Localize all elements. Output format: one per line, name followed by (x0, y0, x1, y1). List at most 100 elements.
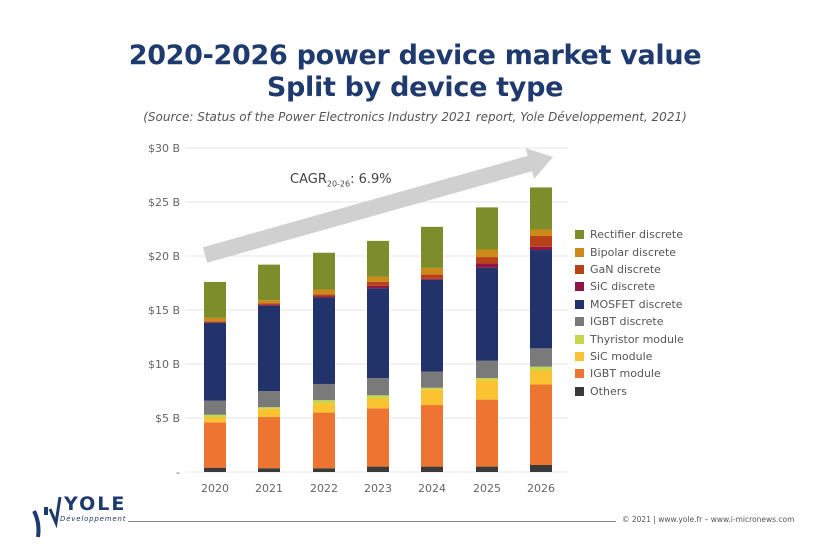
bar-segment-sic-discrete (204, 322, 226, 323)
legend-item: MOSFET discrete (575, 296, 684, 313)
bar-segment-gan-discrete (313, 294, 335, 297)
logo-subtitle: Développement (60, 515, 127, 523)
bar-stack-2024 (421, 226, 443, 472)
legend-swatch (575, 264, 584, 274)
legend: Rectifier discrete Bipolar discrete GaN di… (575, 226, 684, 400)
bar-segment-sic-discrete (530, 246, 552, 251)
bar-segment-bipolar-discrete (367, 276, 389, 282)
bar-segment-sic-discrete (367, 285, 389, 289)
y-tick-label: - (176, 466, 180, 479)
bar-stack-2025 (476, 207, 498, 472)
legend-swatch (575, 386, 584, 396)
x-tick-label: 2020 (201, 482, 229, 495)
bar-segment-igbt-module (204, 422, 226, 468)
legend-label: IGBT module (590, 367, 661, 381)
bar-segment-others (530, 464, 552, 472)
bar-segment-bipolar-discrete (421, 267, 443, 275)
bar-segment-rectifier-discrete (204, 281, 226, 318)
bar-segment-mosfet-discrete (421, 279, 443, 372)
bar-segment-sic-discrete (258, 304, 280, 306)
legend-label: Rectifier discrete (590, 228, 683, 242)
x-tick-label: 2025 (473, 482, 501, 495)
bar-segment-thyristor-module (530, 366, 552, 371)
legend-swatch (575, 299, 584, 309)
bar-segment-others (476, 466, 498, 472)
bar-segment-igbt-module (476, 399, 498, 467)
bar-segment-others (258, 468, 280, 472)
x-tick-label: 2022 (310, 482, 338, 495)
x-tick-label: 2026 (527, 482, 555, 495)
bar-segment-bipolar-discrete (258, 300, 280, 304)
bar-stack-2023 (367, 240, 389, 472)
bar-segment-thyristor-module (421, 387, 443, 390)
bar-segment-gan-discrete (476, 257, 498, 264)
legend-label: Others (590, 384, 627, 398)
legend-swatch (575, 317, 584, 327)
legend-swatch (575, 282, 584, 292)
bar-segment-sic-module (421, 389, 443, 406)
bar-segment-sic-discrete (313, 296, 335, 298)
yole-logo-icon (32, 496, 62, 538)
x-tick-label: 2021 (255, 482, 283, 495)
bar-segment-mosfet-discrete (476, 267, 498, 361)
bar-segment-bipolar-discrete (204, 317, 226, 322)
y-axis-ticks: - $5 B $10 B $15 B $20 B $25 B $30 B (148, 142, 180, 479)
bar-segment-sic-module (476, 380, 498, 400)
bar-segment-rectifier-discrete (530, 187, 552, 230)
bar-segment-rectifier-discrete (258, 264, 280, 301)
legend-item: Bipolar discrete (575, 243, 684, 260)
y-tick-label: $10 B (148, 358, 180, 371)
cagr-arrow-icon (202, 148, 554, 263)
bar-segment-bipolar-discrete (313, 289, 335, 295)
bar-segment-gan-discrete (258, 303, 280, 305)
legend-swatch (575, 334, 584, 344)
legend-label: MOSFET discrete (590, 297, 683, 311)
bar-segment-thyristor-module (313, 400, 335, 404)
bar-segment-igbt-module (313, 412, 335, 469)
bar-segment-bipolar-discrete (530, 229, 552, 237)
legend-label: SiC module (590, 349, 653, 363)
y-tick-label: $30 B (148, 142, 180, 155)
bar-stack-2020 (204, 281, 226, 472)
bar-segment-rectifier-discrete (313, 252, 335, 290)
bar-segment-igbt-discrete (313, 383, 335, 401)
legend-item: IGBT module (575, 365, 684, 382)
bar-segment-mosfet-discrete (204, 322, 226, 401)
bars (204, 187, 552, 472)
y-tick-label: $15 B (148, 304, 180, 317)
bar-segment-gan-discrete (204, 321, 226, 323)
legend-label: SiC discrete (590, 280, 656, 294)
bar-segment-igbt-module (530, 384, 552, 465)
legend-item: IGBT discrete (575, 313, 684, 330)
legend-swatch (575, 351, 584, 361)
bar-segment-igbt-discrete (476, 360, 498, 379)
bar-segment-igbt-module (367, 408, 389, 467)
bar-segment-sic-module (367, 398, 389, 409)
bar-segment-igbt-discrete (421, 371, 443, 388)
cagr-annotation: CAGR20-26: 6.9% (290, 172, 392, 189)
chart-title-line2: Split by device type (266, 72, 564, 103)
legend-label: IGBT discrete (590, 315, 664, 329)
bar-segment-thyristor-module (476, 378, 498, 381)
bar-segment-mosfet-discrete (530, 250, 552, 349)
bar-segment-sic-discrete (421, 278, 443, 280)
legend-label: Thyristor module (590, 332, 684, 346)
bar-segment-sic-module (313, 403, 335, 413)
bar-segment-others (367, 466, 389, 472)
cagr-prefix: CAGR (290, 172, 327, 187)
bar-segment-thyristor-module (204, 414, 226, 418)
bar-segment-thyristor-module (367, 395, 389, 399)
footer-copyright: © 2021 | www.yole.fr – www.i-micronews.c… (622, 515, 795, 524)
chart-title-line1: 2020-2026 power device market value (128, 40, 702, 71)
legend-item: Others (575, 383, 684, 400)
x-tick-label: 2024 (418, 482, 446, 495)
chart-source: (Source: Status of the Power Electronics… (143, 110, 687, 124)
bar-segment-mosfet-discrete (258, 305, 280, 391)
bar-stack-2022 (313, 252, 335, 472)
bar-segment-others (421, 466, 443, 472)
bar-stack-2026 (530, 187, 552, 472)
y-tick-label: $5 B (155, 412, 180, 425)
legend-item: SiC module (575, 348, 684, 365)
legend-item: SiC discrete (575, 278, 684, 295)
